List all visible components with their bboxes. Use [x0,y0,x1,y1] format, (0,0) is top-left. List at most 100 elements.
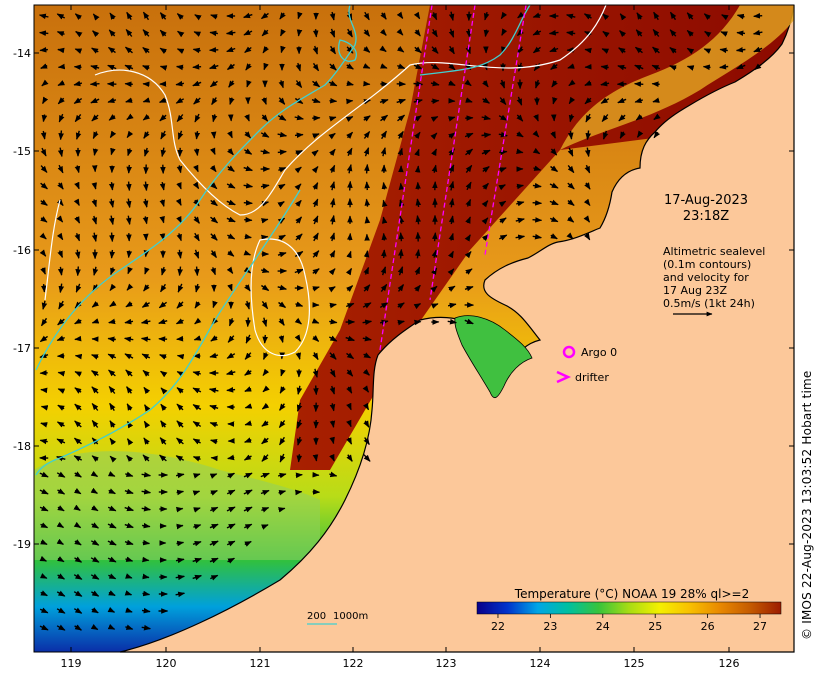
velocity-arrow [108,385,116,394]
velocity-arrow [499,149,508,156]
velocity-arrow [210,574,219,581]
velocity-arrow [176,335,184,342]
velocity-arrow [39,573,48,579]
velocity-arrow [125,607,133,613]
velocity-arrow [125,471,134,477]
velocity-arrow [208,387,219,394]
velocity-arrow [346,46,354,54]
velocity-arrow [346,80,354,86]
velocity-arrow [396,28,404,36]
map-border [33,4,795,653]
velocity-arrow [227,250,235,257]
velocity-arrow [226,387,236,393]
velocity-arrow [108,318,116,325]
velocity-arrow [567,164,575,174]
velocity-arrow [160,147,167,158]
velocity-arrow [175,574,185,581]
velocity-arrow [736,63,746,70]
velocity-arrow [431,98,440,105]
velocity-arrow [261,114,269,122]
velocity-arrow [448,63,456,71]
velocity-arrow [40,405,49,411]
velocity-arrow [260,148,271,155]
colorbar-gradient [476,601,782,615]
velocity-arrow [277,472,287,479]
velocity-arrow [40,182,48,190]
velocity-arrow [414,266,421,275]
velocity-arrow [109,300,117,307]
velocity-arrow [296,419,303,429]
velocity-arrow [346,285,354,292]
velocity-arrow [499,79,506,89]
velocity-arrow [465,181,472,191]
velocity-arrow [244,300,251,310]
isobath-200 [35,4,357,371]
velocity-arrow [516,96,523,106]
velocity-arrow [40,199,48,206]
velocity-arrow [398,182,405,190]
velocity-arrow [448,45,455,55]
velocity-arrow [397,266,404,276]
velocity-arrow [124,488,134,495]
velocity-arrow [261,97,267,105]
y-tick-label: -19 [13,538,31,551]
velocity-arrow [74,353,83,360]
velocity-arrow [126,386,133,394]
velocity-arrow [110,267,116,276]
velocity-arrow [498,200,507,208]
velocity-arrow [144,404,151,412]
velocity-arrow [107,556,117,563]
velocity-arrow [617,64,627,71]
velocity-arrow [193,507,201,513]
velocity-arrow [89,81,100,87]
velocity-arrow [91,318,100,324]
velocity-arrow [669,47,677,54]
velocity-arrow [212,300,218,309]
altimetry-line: and velocity for [663,271,749,284]
velocity-arrow [618,114,626,122]
velocity-arrow [74,249,81,259]
velocity-arrow [634,81,644,87]
velocity-arrow [210,250,217,259]
velocity-arrow [346,147,353,157]
velocity-arrow [549,216,559,223]
velocity-arrow [227,130,233,139]
velocity-arrow [73,504,81,511]
velocity-arrow [243,165,253,172]
velocity-arrow [91,590,100,597]
velocity-arrow [328,116,337,122]
velocity-arrow [260,472,270,479]
velocity-arrow [107,336,116,343]
velocity-arrow [549,46,559,53]
velocity-arrow [41,79,49,87]
velocity-arrow [109,283,117,292]
velocity-arrow [584,164,591,174]
velocity-arrow [124,318,134,325]
velocity-arrow [73,573,83,580]
velocity-arrow [57,97,65,105]
velocity-arrow [278,490,287,496]
velocity-arrow [584,30,592,37]
velocity-arrow [363,11,370,21]
velocity-arrow [465,198,472,207]
velocity-arrow [278,97,286,105]
velocity-arrow [431,148,438,156]
velocity-arrow [75,30,83,38]
velocity-arrow [329,471,338,478]
velocity-arrow [260,183,270,190]
velocity-arrow [431,249,438,258]
velocity-arrow [194,266,200,277]
velocity-arrow [192,557,202,564]
velocity-arrow [107,624,116,630]
velocity-arrow [499,167,507,173]
velocity-arrow [142,46,150,54]
velocity-arrow [58,113,65,123]
velocity-arrow [498,131,508,138]
velocity-arrow [90,573,100,580]
velocity-arrow [91,215,98,225]
velocity-arrow [175,557,185,564]
velocity-arrow [245,63,252,71]
velocity-arrow [619,13,627,21]
velocity-arrow [74,48,83,54]
velocity-arrow [210,199,218,207]
